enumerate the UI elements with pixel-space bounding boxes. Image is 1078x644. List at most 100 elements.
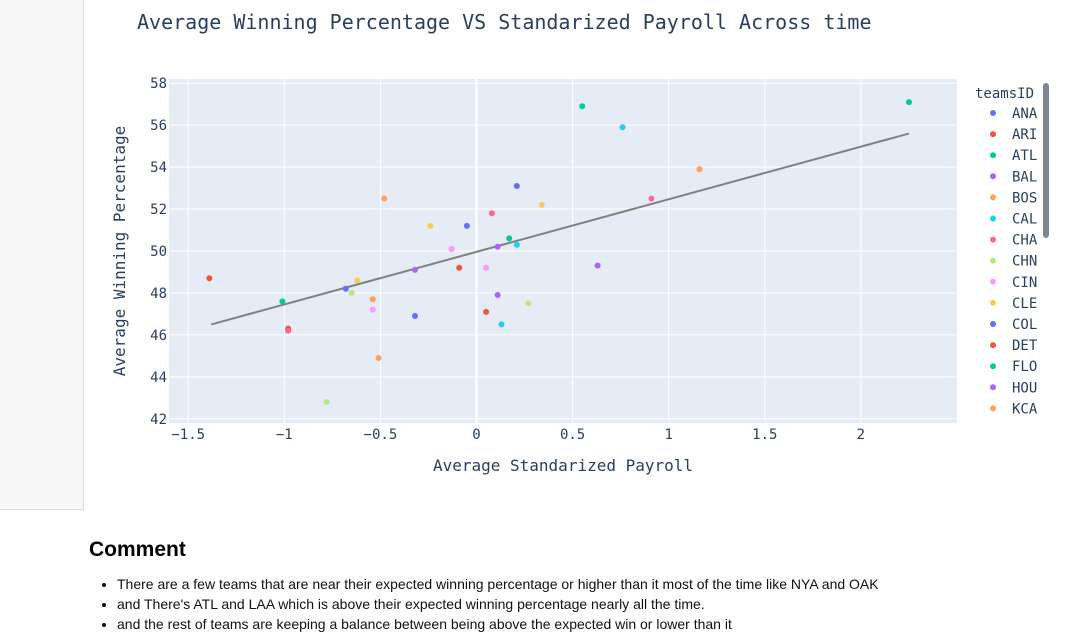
y-tick-label: 50	[150, 244, 167, 260]
scatter-point[interactable]	[525, 300, 532, 307]
legend-scrollbar[interactable]	[1043, 83, 1049, 238]
legend-item[interactable]: ATL	[990, 148, 1037, 164]
legend[interactable]: teamsID ANA ARI ATL BAL BOS CAL CHA CHN CIN CLE CO…	[975, 83, 1049, 417]
legend-item[interactable]: CHN	[990, 254, 1037, 270]
scatter-point[interactable]	[369, 306, 376, 313]
x-tick-labels: −1.5 −1 −0.5 0 0.5 1 1.5 2	[171, 427, 865, 443]
y-tick-label: 52	[150, 202, 167, 218]
legend-item[interactable]: FLO	[990, 359, 1037, 375]
y-tick-label: 42	[150, 412, 167, 428]
legend-label: DET	[1012, 338, 1038, 354]
scatter-chart[interactable]: −1.5 −1 −0.5 0 0.5 1 1.5 2 42 44 46 48 50 52 54 56 58 A…	[85, 0, 1078, 500]
legend-label: COL	[1012, 317, 1037, 333]
legend-label: BOS	[1012, 190, 1037, 206]
legend-item[interactable]: BAL	[990, 169, 1037, 185]
y-axis-label: Average Winning Percentage	[110, 126, 129, 376]
legend-marker	[990, 299, 996, 306]
legend-marker	[990, 110, 996, 116]
y-tick-label: 58	[150, 76, 167, 92]
legend-item[interactable]: COL	[990, 317, 1037, 333]
scatter-point[interactable]	[342, 285, 349, 292]
legend-label: CHN	[1012, 254, 1037, 270]
scatter-point[interactable]	[285, 327, 292, 334]
scatter-point[interactable]	[381, 195, 388, 202]
legend-label: ATL	[1012, 148, 1037, 164]
y-tick-labels: 42 44 46 48 50 52 54 56 58	[150, 76, 167, 428]
legend-item[interactable]: ARI	[990, 127, 1037, 143]
comment-section: Comment There are a few teams that are n…	[89, 538, 1069, 634]
scatter-point[interactable]	[494, 292, 501, 299]
scatter-point[interactable]	[483, 308, 490, 315]
legend-title: teamsID	[975, 86, 1034, 102]
legend-label: FLO	[1012, 359, 1037, 375]
legend-label: CIN	[1012, 275, 1037, 291]
legend-marker	[990, 194, 996, 201]
legend-item[interactable]: KCA	[990, 401, 1038, 417]
x-tick-label: 0.5	[560, 427, 585, 443]
scatter-point[interactable]	[354, 277, 361, 284]
legend-item[interactable]: BOS	[990, 190, 1037, 206]
legend-label: CHA	[1012, 233, 1038, 249]
scatter-point[interactable]	[498, 321, 505, 328]
left-sidebar-panel	[0, 0, 84, 510]
scatter-point[interactable]	[619, 124, 626, 131]
y-tick-label: 54	[150, 160, 167, 176]
legend-marker	[990, 278, 996, 285]
legend-item[interactable]: DET	[990, 338, 1038, 354]
x-tick-label: −0.5	[364, 427, 398, 443]
scatter-point[interactable]	[538, 201, 545, 208]
legend-item[interactable]: ANA	[990, 106, 1038, 122]
legend-marker	[990, 236, 996, 243]
x-tick-label: 1	[664, 427, 672, 443]
legend-label: HOU	[1012, 380, 1037, 396]
scatter-point[interactable]	[369, 296, 376, 303]
scatter-point[interactable]	[579, 103, 586, 110]
comment-item: and There's ATL and LAA which is above t…	[117, 594, 1069, 614]
scatter-point[interactable]	[323, 399, 330, 406]
legend-item[interactable]: CIN	[990, 275, 1037, 291]
scatter-point[interactable]	[412, 266, 419, 273]
legend-label: CAL	[1012, 212, 1037, 228]
scatter-point[interactable]	[905, 99, 912, 106]
scatter-point[interactable]	[348, 289, 355, 296]
legend-marker	[990, 321, 996, 327]
legend-item[interactable]: HOU	[990, 380, 1037, 396]
legend-item[interactable]: CLE	[990, 296, 1037, 312]
legend-items[interactable]: ANA ARI ATL BAL BOS CAL CHA CHN CIN CLE COL DET FLO H…	[990, 106, 1038, 417]
y-tick-label: 44	[150, 370, 167, 386]
scatter-point[interactable]	[506, 235, 513, 242]
legend-marker	[990, 257, 996, 264]
scatter-point[interactable]	[375, 354, 382, 361]
comment-list: There are a few teams that are near thei…	[89, 574, 1069, 634]
chart-svg[interactable]: −1.5 −1 −0.5 0 0.5 1 1.5 2 42 44 46 48 50 52 54 56 58 A…	[85, 0, 1078, 500]
scatter-point[interactable]	[696, 166, 703, 173]
x-tick-label: 1.5	[752, 427, 777, 443]
legend-marker	[990, 152, 996, 159]
x-axis-label: Average Standarized Payroll	[433, 456, 693, 475]
scatter-point[interactable]	[463, 222, 470, 229]
scatter-point[interactable]	[494, 243, 501, 250]
scatter-point[interactable]	[648, 195, 655, 202]
gridlines	[169, 79, 957, 423]
x-tick-label: −1	[276, 427, 293, 443]
scatter-point[interactable]	[412, 313, 419, 320]
scatter-point[interactable]	[488, 210, 495, 217]
chart-title: Average Winning Percentage VS Standarize…	[137, 10, 872, 34]
legend-marker	[990, 363, 996, 370]
scatter-points[interactable]	[206, 99, 912, 406]
scatter-point[interactable]	[427, 222, 434, 229]
scatter-point[interactable]	[513, 241, 520, 248]
legend-item[interactable]: CHA	[990, 233, 1038, 249]
comment-item: There are a few teams that are near thei…	[117, 574, 1069, 594]
scatter-point[interactable]	[483, 264, 490, 271]
scatter-point[interactable]	[206, 275, 213, 282]
scatter-point[interactable]	[513, 182, 520, 189]
legend-item[interactable]: CAL	[990, 212, 1037, 228]
scatter-point[interactable]	[594, 262, 601, 269]
scatter-point[interactable]	[456, 264, 463, 271]
scatter-point[interactable]	[279, 298, 286, 305]
scatter-point[interactable]	[448, 245, 455, 252]
legend-marker	[990, 405, 996, 412]
comment-heading: Comment	[89, 538, 186, 561]
legend-marker	[990, 215, 996, 222]
